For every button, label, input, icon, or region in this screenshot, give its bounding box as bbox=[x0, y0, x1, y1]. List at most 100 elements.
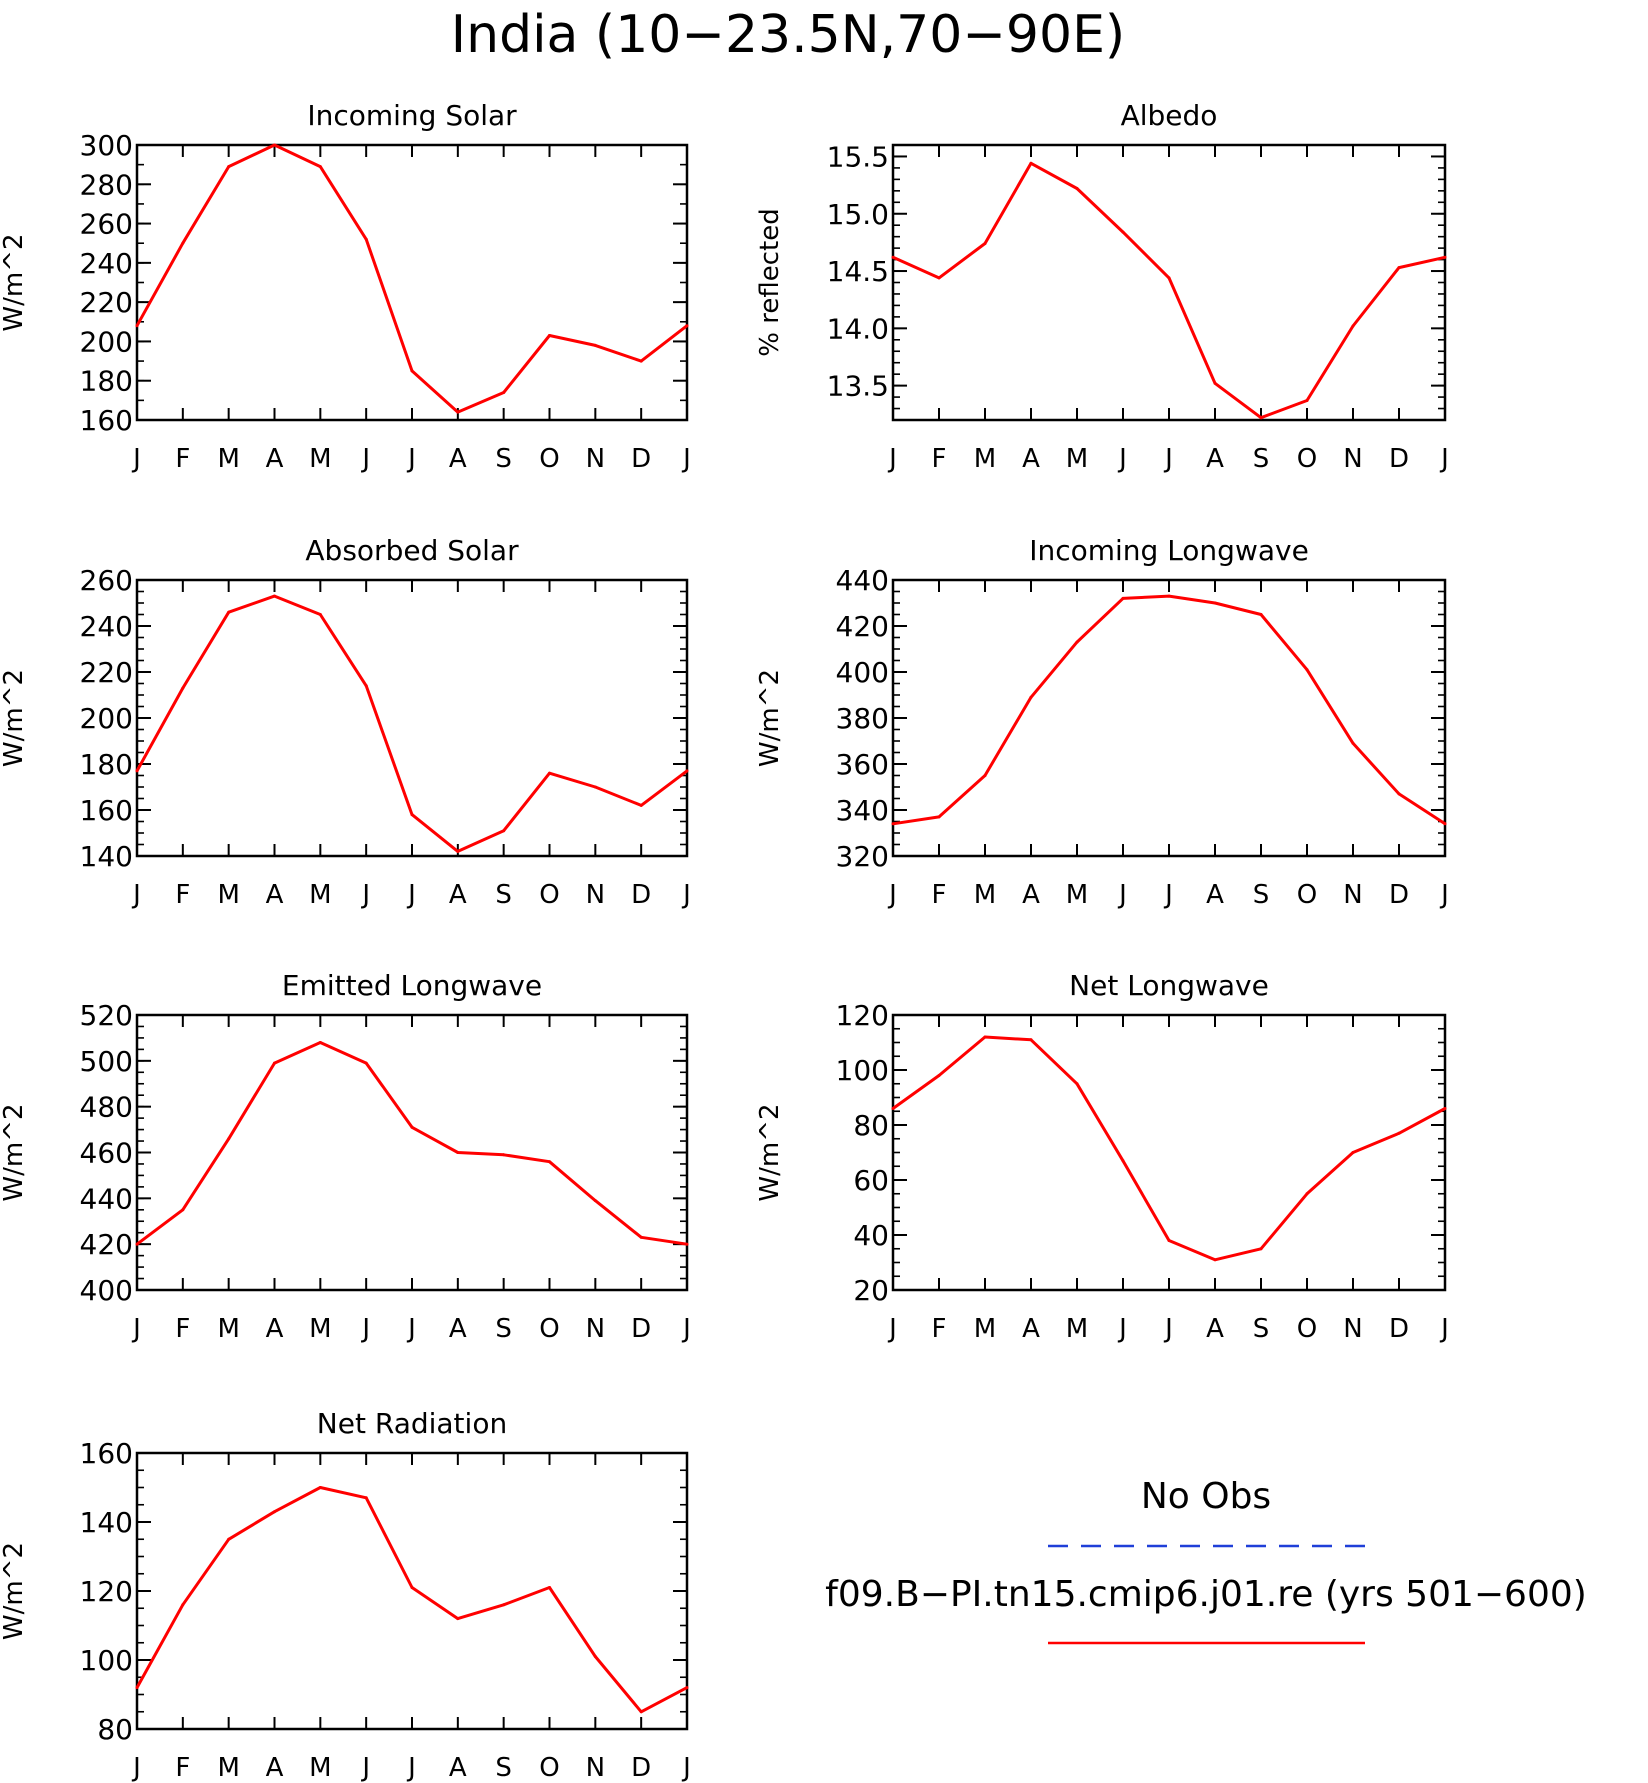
month-label: D bbox=[1389, 880, 1409, 910]
y-tick-label: 180 bbox=[80, 365, 133, 398]
month-label: J bbox=[1117, 444, 1127, 474]
month-label: M bbox=[309, 1753, 331, 1783]
month-label: A bbox=[1206, 880, 1224, 910]
data-point bbox=[456, 1151, 460, 1154]
y-tick-label: 400 bbox=[836, 656, 889, 689]
month-label: J bbox=[131, 1753, 141, 1783]
data-point bbox=[1213, 1258, 1217, 1262]
panel-title: Net Radiation bbox=[317, 1407, 507, 1440]
data-point bbox=[1351, 324, 1355, 328]
data-point bbox=[891, 1107, 895, 1110]
data-point bbox=[1213, 601, 1217, 605]
month-label: M bbox=[309, 880, 331, 910]
month-label: F bbox=[932, 1314, 947, 1344]
data-point bbox=[685, 769, 689, 773]
data-point bbox=[135, 1242, 139, 1246]
series-line bbox=[892, 161, 1446, 420]
data-point bbox=[318, 613, 322, 616]
y-tick-label: 120 bbox=[836, 999, 889, 1032]
month-label: J bbox=[1439, 444, 1449, 474]
data-point bbox=[318, 1041, 322, 1044]
y-tick-label: 500 bbox=[80, 1045, 133, 1078]
y-tick-label: 180 bbox=[80, 748, 133, 781]
data-point bbox=[181, 1208, 185, 1212]
data-point bbox=[1167, 1239, 1171, 1242]
month-label: N bbox=[1343, 1314, 1362, 1344]
series-line bbox=[892, 1035, 1446, 1262]
data-point bbox=[639, 1235, 643, 1239]
panel-title: Net Longwave bbox=[1069, 969, 1269, 1002]
y-tick-label: 100 bbox=[836, 1054, 889, 1087]
data-point bbox=[273, 1061, 276, 1065]
data-point bbox=[227, 610, 231, 614]
y-tick-label: 220 bbox=[80, 286, 133, 319]
month-label: D bbox=[631, 1314, 651, 1344]
month-label: S bbox=[1253, 444, 1270, 474]
panel-title: Incoming Solar bbox=[307, 99, 517, 132]
data-point bbox=[983, 1035, 987, 1039]
month-label: J bbox=[406, 1753, 416, 1783]
month-label: M bbox=[217, 444, 239, 474]
month-label: A bbox=[1022, 880, 1040, 910]
data-point bbox=[410, 813, 414, 817]
month-label: M bbox=[217, 1753, 239, 1783]
data-point bbox=[548, 1160, 551, 1164]
data-point bbox=[502, 391, 506, 394]
data-point bbox=[937, 276, 941, 280]
y-tick-label: 14.0 bbox=[827, 312, 889, 345]
month-label: M bbox=[309, 1314, 331, 1344]
month-label: O bbox=[539, 1314, 559, 1344]
data-point bbox=[135, 769, 139, 773]
data-point bbox=[1351, 741, 1355, 745]
data-point bbox=[410, 1586, 414, 1589]
data-point bbox=[318, 1486, 322, 1489]
data-point bbox=[593, 785, 597, 789]
y-tick-label: 380 bbox=[836, 702, 889, 735]
month-label: N bbox=[586, 1753, 605, 1783]
y-tick-label: 200 bbox=[80, 325, 133, 358]
data-point bbox=[1259, 416, 1263, 420]
data-point bbox=[983, 242, 987, 245]
legend-obs-label: No Obs bbox=[1141, 1476, 1271, 1517]
month-label: M bbox=[974, 880, 996, 910]
y-tick-label: 460 bbox=[80, 1137, 133, 1170]
month-label: F bbox=[175, 880, 190, 910]
month-label: M bbox=[974, 1314, 996, 1344]
data-point bbox=[1443, 255, 1447, 259]
month-label: A bbox=[1206, 444, 1224, 474]
y-tick-label: 300 bbox=[80, 129, 133, 162]
data-point bbox=[593, 1655, 597, 1658]
data-point bbox=[364, 1061, 368, 1065]
y-tick-label: 440 bbox=[836, 564, 889, 597]
month-label: A bbox=[449, 444, 467, 474]
y-tick-label: 400 bbox=[80, 1274, 133, 1307]
y-tick-label: 100 bbox=[80, 1644, 133, 1677]
panel-title: Emitted Longwave bbox=[282, 969, 542, 1002]
y-tick-label: 200 bbox=[80, 702, 133, 735]
main-title: India (10−23.5N,70−90E) bbox=[451, 5, 1125, 65]
month-label: J bbox=[1439, 1314, 1449, 1344]
legend: No Obs f09.B−PI.tn15.cmip6.j01.re (yrs 5… bbox=[825, 1476, 1587, 1645]
month-label: O bbox=[539, 1753, 559, 1783]
y-tick-label: 520 bbox=[80, 999, 133, 1032]
y-tick-label: 140 bbox=[80, 1506, 133, 1539]
data-point bbox=[1443, 822, 1447, 826]
month-label: J bbox=[406, 880, 416, 910]
month-label: S bbox=[1253, 880, 1270, 910]
y-axis-label: % reflected bbox=[755, 208, 785, 356]
month-label: J bbox=[360, 444, 370, 474]
data-point bbox=[685, 324, 689, 328]
month-label: A bbox=[1022, 444, 1040, 474]
data-point bbox=[1351, 1151, 1355, 1154]
data-point bbox=[364, 684, 368, 688]
month-label: J bbox=[1439, 880, 1449, 910]
data-point bbox=[593, 1199, 597, 1203]
y-tick-label: 13.5 bbox=[827, 370, 889, 403]
month-label: D bbox=[631, 444, 651, 474]
data-point bbox=[548, 1586, 551, 1589]
y-tick-label: 15.0 bbox=[827, 198, 889, 231]
data-point bbox=[1121, 596, 1125, 600]
